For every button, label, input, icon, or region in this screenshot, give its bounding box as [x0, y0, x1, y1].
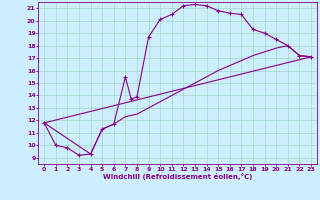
X-axis label: Windchill (Refroidissement éolien,°C): Windchill (Refroidissement éolien,°C) [103, 173, 252, 180]
